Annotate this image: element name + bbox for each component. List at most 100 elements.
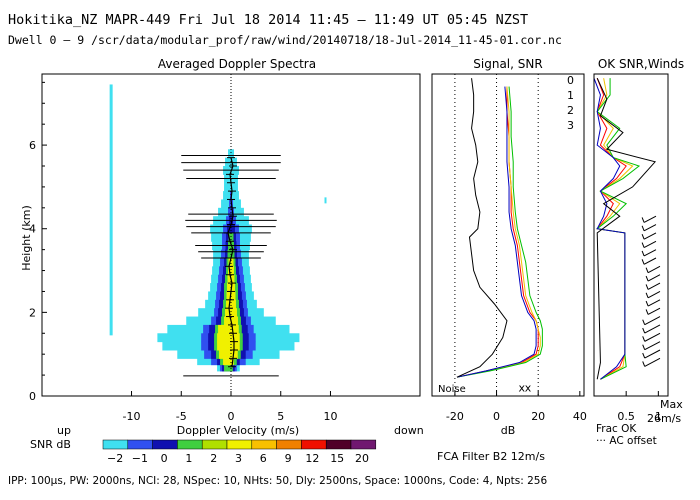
wind-barb-flag (645, 300, 649, 307)
wind-barb (644, 324, 661, 334)
wind-barb-flag (641, 217, 645, 223)
colorbar-tick-label: −2 (107, 452, 123, 465)
wind-barb-flag (642, 336, 646, 342)
wind-barb (643, 224, 657, 232)
winds-lines (593, 77, 657, 380)
winds-axes: 0.5 1 (617, 391, 662, 423)
snr-x-tick-label: -20 (446, 410, 464, 423)
winds-x-tick-label: 1 (655, 410, 662, 423)
wind-barb-flag (641, 259, 645, 265)
spectra-heatmap (109, 84, 327, 372)
colorbar-tick-label: 15 (330, 452, 344, 465)
snr-marker: x (519, 382, 526, 395)
wind-barb (644, 341, 661, 351)
colorbar-swatch (201, 439, 228, 450)
snr-x-label: dB (501, 424, 516, 437)
wind-barb-flag (645, 309, 649, 315)
filter-label: FCA Filter B2 12m/s (437, 450, 545, 463)
frac-ok-line (596, 77, 657, 380)
wind-barb-flag (645, 267, 649, 273)
x-tick-label: -10 (123, 410, 141, 423)
heat-cell (217, 333, 240, 343)
wind-barb (647, 299, 661, 307)
heat-cell (225, 157, 237, 167)
heat-cell (226, 299, 236, 309)
colorbar-tick-label: 12 (305, 452, 319, 465)
colorbar-swatch (152, 439, 178, 450)
colorbar-swatch (251, 439, 277, 450)
spectra-x-label: Doppler Velocity (m/s) (177, 424, 299, 437)
heat-cell (218, 324, 239, 334)
colorbar-swatch (276, 439, 302, 450)
wind-barb-flag (642, 352, 646, 359)
colorbar-tick-label: 9 (285, 452, 292, 465)
figure-subtitle: Dwell 0 – 9 /scr/data/modular_prof/raw/w… (8, 33, 562, 47)
wind-barb (643, 249, 657, 257)
parameter-footer: IPP: 100µs, PW: 2000ns, NCI: 28, NSpec: … (8, 475, 547, 487)
heat-cell (217, 341, 240, 351)
y-tick-label: 0 (29, 390, 36, 403)
spectra-title: Averaged Doppler Spectra (158, 57, 316, 71)
colorbar-swatch (102, 439, 129, 450)
heat-cell (227, 224, 235, 234)
heat-cell (228, 149, 234, 159)
snr-x-tick-label: 40 (573, 410, 587, 423)
snr-axes: -20 0 20 40 (446, 391, 587, 423)
snr-frame (431, 73, 585, 397)
wind-barbs (641, 215, 661, 367)
colorbar-tick-label: −1 (132, 452, 148, 465)
wind-barb (647, 291, 661, 299)
heat-cell (109, 84, 113, 336)
down-label: down (394, 424, 424, 437)
colorbar-tick-label: 0 (161, 452, 168, 465)
snr-series-line (456, 86, 539, 378)
colorbar-tick-label: 3 (235, 452, 242, 465)
wind-barb-flag (641, 250, 645, 257)
wind-barb-flag (641, 234, 645, 240)
heat-cell (228, 266, 234, 276)
wind-barb-flag (641, 225, 645, 232)
snr-marker: x (525, 382, 532, 395)
legend-entry: 3 (567, 119, 574, 132)
winds-x-tick-label: 0.5 (617, 410, 635, 423)
colorbar-tick-label: 1 (185, 452, 192, 465)
colorbar-swatch (226, 439, 253, 450)
wind-barb (647, 282, 661, 290)
legend-entry: 1 (567, 89, 574, 102)
wind-barb (647, 307, 661, 315)
up-label: up (57, 424, 71, 437)
wind-barb (644, 332, 661, 342)
snr-series-line (456, 86, 537, 378)
wind-barb-flag (645, 284, 649, 290)
legend-entry: 2 (567, 104, 574, 117)
snr-title: Signal, SNR (473, 57, 542, 71)
snr-colorbar: −2 −1 0 1 2 3 6 9 12 15 20 (102, 439, 377, 465)
wind-barb (647, 274, 661, 282)
noise-label: Noise (438, 384, 466, 395)
colorbar-label: SNR dB (30, 438, 71, 451)
snr-series-line (456, 78, 508, 378)
snr-x-tick-label: 20 (531, 410, 545, 423)
x-tick-label: 5 (277, 410, 284, 423)
colorbar-tick-label: 6 (260, 452, 267, 465)
winds-frame (593, 73, 669, 397)
wind-barb-flag (642, 327, 646, 334)
colorbar-tick-label: 20 (355, 452, 369, 465)
heat-cell (219, 350, 238, 359)
snr-series-line (456, 86, 543, 378)
heat-cell (223, 356, 234, 366)
heat-cell (228, 232, 234, 242)
wind-barb (644, 316, 661, 326)
colorbar-swatch (301, 439, 327, 450)
wind-barb (643, 232, 657, 240)
wind-barb (647, 265, 661, 274)
spectra-marks (181, 74, 281, 396)
winds-title: OK SNR,Winds (598, 57, 684, 71)
colorbar-swatch (350, 439, 377, 450)
spectra-y-label: Height (km) (20, 205, 33, 271)
x-tick-label: 10 (323, 410, 337, 423)
snr-x-tick-label: 0 (493, 410, 500, 423)
